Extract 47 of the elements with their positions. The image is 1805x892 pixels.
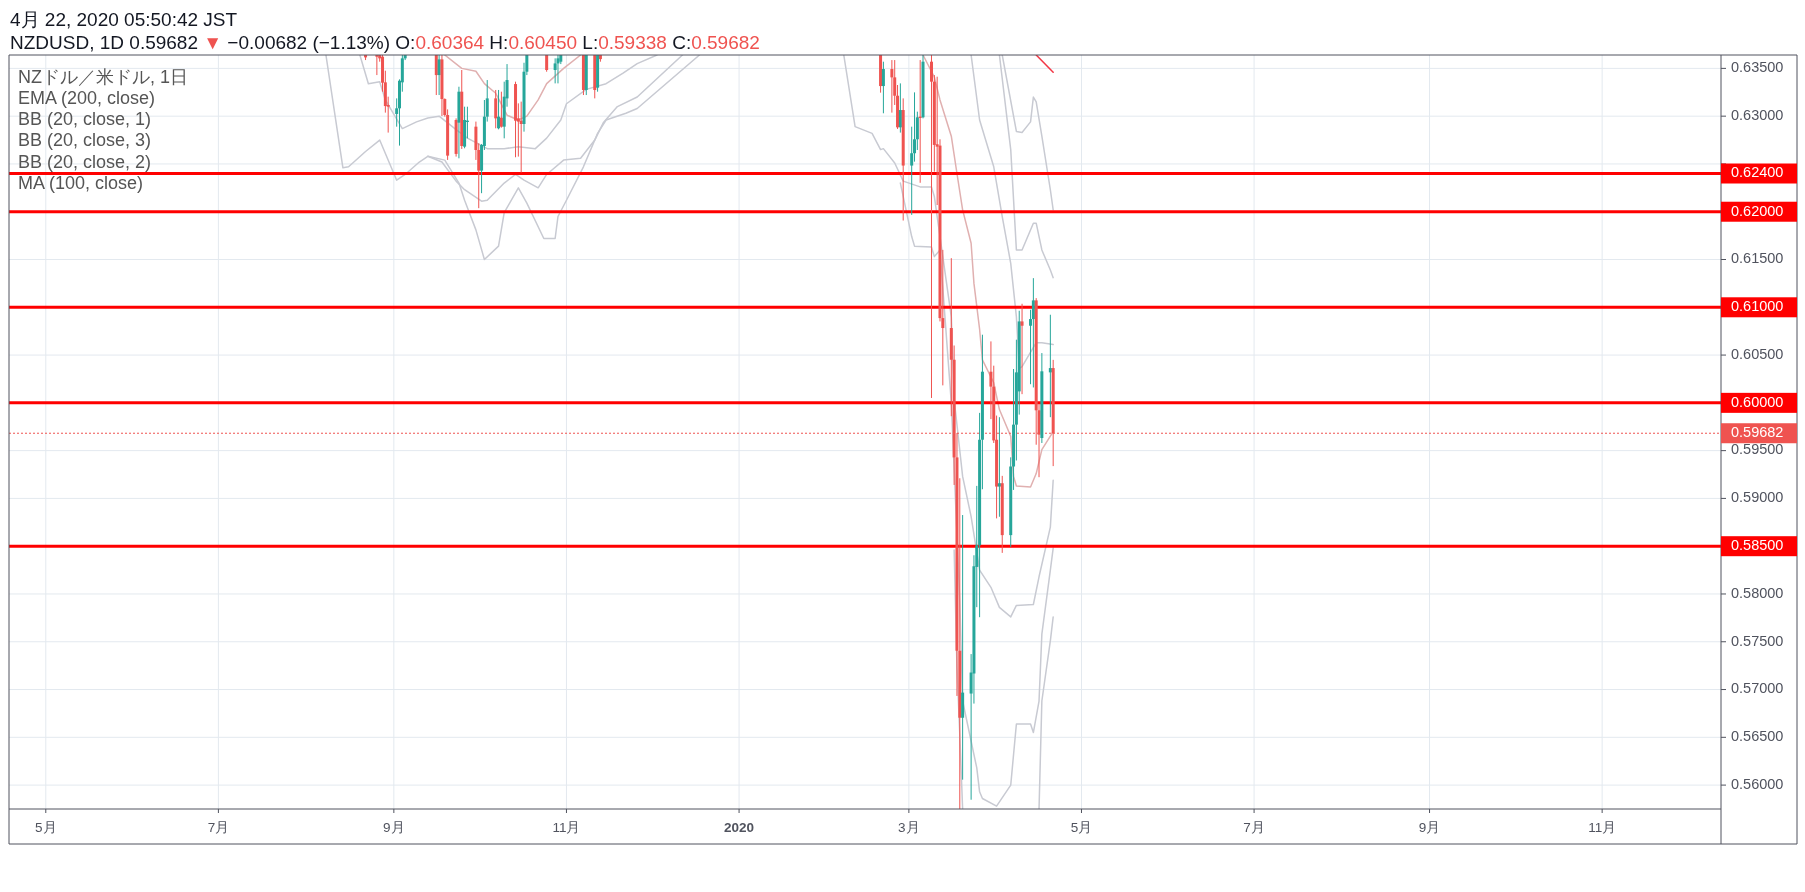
y-tick-label: 0.60500 <box>1731 345 1784 362</box>
candlestick <box>890 59 894 114</box>
candlestick <box>961 514 965 781</box>
x-tick-label: 9月 <box>1418 819 1441 835</box>
candlestick <box>1020 303 1024 395</box>
ref-line-label: 0.62400 <box>1731 164 1784 181</box>
y-tick-label: 0.58000 <box>1731 584 1784 601</box>
y-tick-label: 0.57000 <box>1731 680 1784 697</box>
ref-line-label: 0.61000 <box>1731 298 1784 315</box>
annotation: BB (20, close, 3) <box>18 130 152 151</box>
candlestick <box>553 57 557 84</box>
chart-title: 4月 22, 2020 05:50:42 JST <box>10 9 238 30</box>
y-tick-label: 0.59500 <box>1731 441 1784 458</box>
candlestick <box>1048 314 1052 418</box>
x-tick-label: 11月 <box>552 819 581 835</box>
x-tick-label: 5月 <box>35 819 57 835</box>
line-series <box>359 55 658 150</box>
candlestick <box>519 101 523 174</box>
annotation: EMA (200, close) <box>18 87 156 108</box>
text: NZDUSD, 1D 0.59682 ▼ −0.00682 (−1.13%) O:0.60364 H:0.60450 L:0.59338 C:0.59682 <box>10 32 760 53</box>
x-tick-label: 3月 <box>898 819 920 835</box>
annotation: BB (20, close, 2) <box>18 151 152 172</box>
y-tick-label: 0.59000 <box>1731 489 1784 506</box>
annotation: NZドル／米ドル, 1日 <box>18 66 189 87</box>
annotation: MA (100, close) <box>18 172 144 193</box>
ref-line-label: 0.58500 <box>1731 537 1784 554</box>
y-tick-label: 0.61500 <box>1731 250 1784 267</box>
x-tick-label: 9月 <box>383 819 405 835</box>
x-tick-label: 7月 <box>1243 819 1265 835</box>
candlestick <box>494 89 498 129</box>
ref-line-label: 0.62000 <box>1731 202 1784 219</box>
candlestick <box>434 55 438 96</box>
candlestick <box>1031 277 1035 388</box>
candlestick <box>881 61 885 114</box>
y-tick-label: 0.56000 <box>1731 775 1784 792</box>
annotation: BB (20, close, 1) <box>18 109 152 130</box>
y-tick-label: 0.63000 <box>1731 106 1784 123</box>
y-tick-label: 0.57500 <box>1731 632 1784 649</box>
x-tick-label: 7月 <box>207 819 230 835</box>
line-series <box>922 55 1054 488</box>
x-tick-label: 2020 <box>724 819 755 835</box>
y-tick-label: 0.56500 <box>1731 728 1784 745</box>
x-tick-label: 11月 <box>1588 819 1617 835</box>
y-tick-label: 0.63500 <box>1731 59 1784 76</box>
ref-line-label: 0.59682 <box>1731 424 1784 441</box>
x-tick-label: 5月 <box>1070 819 1093 835</box>
ref-line-label: 0.60000 <box>1731 393 1784 410</box>
